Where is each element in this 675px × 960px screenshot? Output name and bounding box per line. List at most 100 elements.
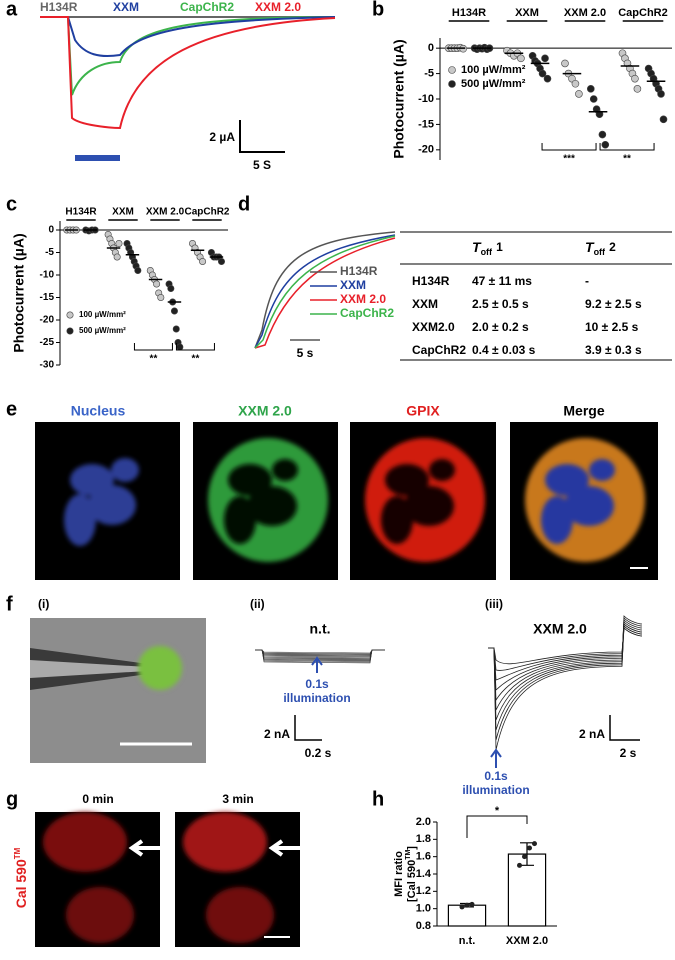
table-cell: -	[585, 274, 589, 288]
micrograph	[35, 812, 160, 947]
table-cell: CapChR2	[412, 343, 466, 357]
trace	[488, 625, 643, 741]
legend-label: H134R	[340, 264, 378, 278]
legend-label: 500 µW/mm²	[461, 78, 526, 90]
data-point	[543, 74, 552, 83]
trace-label: XXM 2.0	[255, 0, 301, 14]
trace	[40, 16, 336, 96]
sub-label: (ii)	[250, 597, 265, 611]
stimulus-label: 0.1s	[305, 677, 329, 691]
trace	[40, 16, 336, 58]
table-cell: XXM2.0	[412, 320, 455, 334]
table-body: H134R 47 ± 11 ms - XXM 2.5 ± 0.5 s 9.2 ± 2.5 …	[412, 274, 642, 357]
significance-label: **	[623, 154, 631, 165]
panel-label: c	[6, 193, 17, 215]
current-traces	[488, 615, 643, 751]
x-tick-label: n.t.	[459, 935, 476, 947]
data-point	[631, 74, 639, 83]
scale-label: 2 s	[620, 746, 637, 760]
data-point	[522, 854, 527, 860]
trace	[40, 16, 336, 130]
bar	[507, 853, 547, 927]
data-point	[217, 257, 225, 265]
data-point	[633, 85, 642, 93]
sub-label: (i)	[38, 597, 49, 611]
bar	[447, 904, 487, 927]
legend-marker	[66, 327, 74, 335]
data-point	[167, 284, 175, 292]
data-point	[657, 90, 665, 98]
label-part: ]	[406, 846, 418, 850]
label-part: [Cal 590	[406, 860, 418, 902]
table-cell: 2.0 ± 0.2 s	[472, 320, 529, 334]
table-cell: 47 ± 11 ms	[472, 274, 532, 288]
trace	[488, 623, 643, 751]
table-cell: 9.2 ± 2.5 s	[585, 297, 642, 311]
micrograph	[175, 812, 300, 947]
category-label: XXM	[112, 207, 134, 218]
y-tick-label: -30	[40, 360, 55, 371]
y-axis-label: Photocurrent (µA)	[11, 233, 27, 352]
significance-bracket	[133, 343, 173, 351]
y-tick-label: -20	[40, 315, 55, 326]
table-cell: 10 ± 2.5 s	[585, 320, 639, 334]
trace-label: H134R	[40, 0, 78, 14]
panel-label: f	[6, 593, 13, 615]
trace	[488, 621, 643, 691]
y-tick-label: -20	[418, 144, 434, 156]
scale-label: 5 s	[297, 346, 314, 360]
significance-label: **	[150, 354, 158, 365]
legend-marker	[66, 311, 74, 319]
significance-label: **	[192, 354, 200, 365]
time-label: 3 min	[222, 792, 253, 806]
trace-label: XXM	[113, 0, 139, 14]
data-point	[598, 130, 607, 139]
micrograph	[510, 422, 658, 580]
image-title: Nucleus	[71, 403, 126, 419]
legend-label: 100 µW/mm²	[461, 64, 526, 76]
scale-label: 0.2 s	[305, 746, 332, 760]
y-tick-label: -15	[40, 292, 55, 303]
y-tick-label: 1.4	[416, 868, 432, 880]
data-point	[176, 343, 184, 351]
stimulus-label: illumination	[462, 783, 529, 797]
legend-label: XXM	[340, 278, 366, 292]
category-label: CapChR2	[618, 7, 668, 19]
data-point	[464, 902, 470, 908]
trace-legend: H134R XXM XXM 2.0 CapChR2	[310, 264, 394, 320]
micrograph	[30, 618, 206, 763]
category-label: XXM	[515, 7, 539, 19]
panel-label: a	[6, 0, 18, 20]
legend-marker	[448, 80, 456, 88]
y-axis-label: MFI ratio	[393, 851, 405, 897]
panel-a	[40, 16, 336, 161]
trace-label: CapChR2	[180, 0, 234, 14]
panel-label: b	[372, 0, 384, 20]
y-tick-label: 1.0	[416, 903, 431, 915]
panel-label: g	[6, 788, 18, 810]
y-tick-label: 1.8	[416, 833, 431, 845]
kinetics-table	[400, 231, 672, 361]
data-point	[538, 69, 547, 78]
y-axis-label: [Cal 590TM]	[405, 846, 418, 902]
category-label: H134R	[452, 7, 486, 19]
category-label: XXM 2.0	[146, 207, 185, 218]
trace	[488, 615, 643, 721]
scale-label: 5 S	[253, 158, 271, 172]
data-point	[170, 307, 178, 315]
scale-bar	[239, 120, 285, 153]
legend-label: CapChR2	[340, 306, 394, 320]
y-tick-label: -10	[40, 270, 55, 281]
scale-bar	[294, 715, 322, 741]
trace	[488, 617, 643, 711]
sub-label: (iii)	[485, 597, 503, 611]
y-tick-label: 2.0	[416, 816, 431, 828]
data-point	[589, 95, 598, 103]
data-point	[459, 904, 465, 910]
data-point	[601, 140, 610, 149]
legend-label: 100 µW/mm²	[79, 310, 126, 319]
scale-bar	[609, 715, 640, 741]
stimulus-label: 0.1s	[484, 769, 508, 783]
arrow	[311, 656, 323, 673]
image-title: GPIX	[406, 403, 440, 419]
